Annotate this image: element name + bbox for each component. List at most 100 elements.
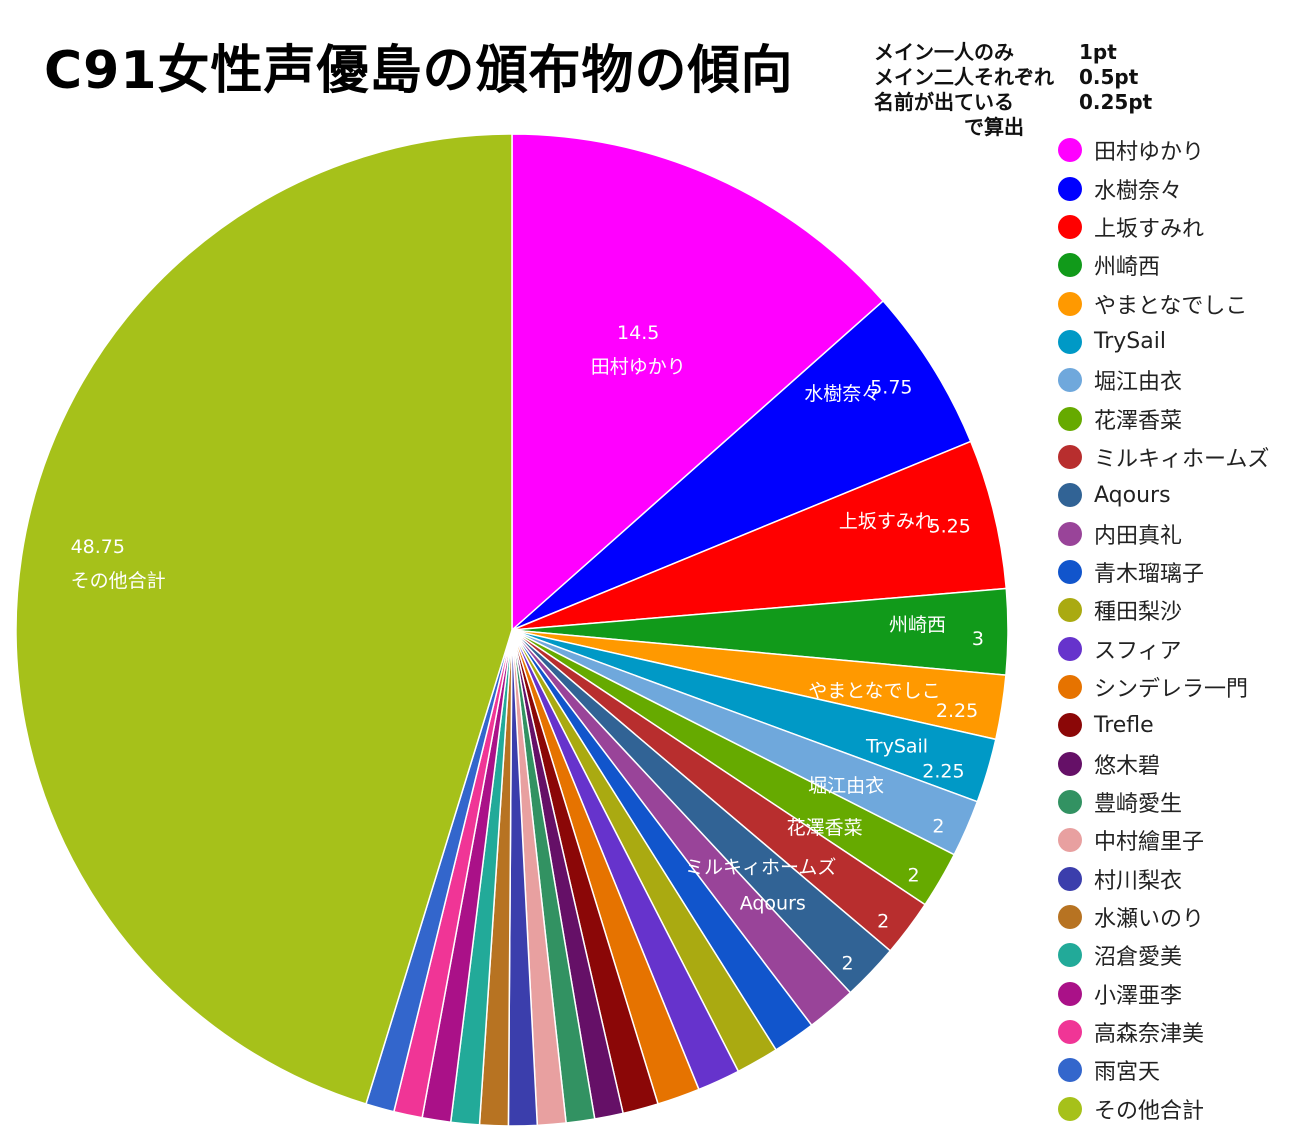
note-row: 名前が出ている 0.25pt xyxy=(874,90,1164,115)
legend-item: 高森奈津美 xyxy=(1058,1013,1298,1051)
note-tail: で算出 xyxy=(964,115,1024,139)
legend-swatch xyxy=(1058,1058,1082,1083)
legend-label: Trefle xyxy=(1094,712,1154,738)
legend-swatch xyxy=(1058,559,1082,584)
legend-item: シンデレラ一門 xyxy=(1058,668,1298,706)
legend-label: 村川梨衣 xyxy=(1094,868,1183,894)
slice-label: 田村ゆかり xyxy=(591,356,686,378)
legend-item: 水樹奈々 xyxy=(1058,169,1298,207)
legend-label: 青木瑠璃子 xyxy=(1094,561,1205,587)
legend-swatch xyxy=(1058,751,1082,776)
legend-label: 雨宮天 xyxy=(1094,1060,1161,1086)
slice-label: その他合計 xyxy=(71,570,166,592)
legend-item: その他合計 xyxy=(1058,1090,1298,1128)
legend-label: 水瀬いのり xyxy=(1094,907,1205,933)
note-label: メイン一人のみ xyxy=(874,40,1014,64)
slice-label: 3 xyxy=(972,628,984,650)
scoring-note: メイン一人のみ 1pt メイン二人それぞれ 0.5pt 名前が出ている 0.25pt で算出 xyxy=(874,40,1164,140)
legend-swatch xyxy=(1058,674,1082,699)
note-label: 名前が出ている xyxy=(874,90,1014,114)
legend-item: Aqours xyxy=(1058,476,1298,514)
legend-item: ミルキィホームズ xyxy=(1058,438,1298,476)
pie-slice xyxy=(15,133,513,1105)
legend-swatch xyxy=(1058,828,1082,853)
slice-label: 堀江由衣 xyxy=(808,775,884,797)
legend-item: 州崎西 xyxy=(1058,246,1298,284)
slice-label: Aqours xyxy=(740,893,806,915)
slice-label: 48.75 xyxy=(71,536,125,558)
legend-label: 悠木碧 xyxy=(1094,753,1161,779)
legend-label: 小澤亜李 xyxy=(1094,983,1183,1009)
slice-label: TrySail xyxy=(865,736,928,758)
legend-swatch xyxy=(1058,444,1082,469)
legend-item: やまとなでしこ xyxy=(1058,284,1298,322)
slice-label: 花澤香菜 xyxy=(787,817,863,839)
legend-label: やまとなでしこ xyxy=(1094,293,1248,319)
legend-label: 堀江由衣 xyxy=(1094,370,1183,396)
slice-label: 2 xyxy=(842,952,854,974)
legend-swatch xyxy=(1058,214,1082,239)
legend-item: 上坂すみれ xyxy=(1058,208,1298,246)
legend-swatch xyxy=(1058,368,1082,393)
legend-label: その他合計 xyxy=(1094,1098,1205,1124)
slice-label: ミルキィホームズ xyxy=(685,857,836,879)
legend-item: 堀江由衣 xyxy=(1058,361,1298,399)
legend-label: 豊崎愛生 xyxy=(1094,792,1183,818)
slice-label: 5.75 xyxy=(870,377,912,399)
slice-label: 上坂すみれ xyxy=(839,511,934,533)
legend-swatch xyxy=(1058,1020,1082,1045)
legend-label: 中村繪里子 xyxy=(1094,830,1205,856)
legend-item: 村川梨衣 xyxy=(1058,860,1298,898)
legend-item: 小澤亜李 xyxy=(1058,975,1298,1013)
legend-item: TrySail xyxy=(1058,323,1298,361)
legend-swatch xyxy=(1058,1096,1082,1121)
legend-swatch xyxy=(1058,406,1082,431)
legend-swatch xyxy=(1058,905,1082,930)
legend-item: 沼倉愛美 xyxy=(1058,936,1298,974)
note-row: メイン一人のみ 1pt xyxy=(874,40,1164,65)
note-value: 0.5pt xyxy=(1079,65,1139,89)
legend-label: スフィア xyxy=(1094,638,1182,664)
legend-swatch xyxy=(1058,483,1082,508)
note-value: 1pt xyxy=(1079,40,1117,64)
legend-label: 水樹奈々 xyxy=(1094,178,1183,204)
legend-item: 雨宮天 xyxy=(1058,1051,1298,1089)
slice-label: 水樹奈々 xyxy=(804,383,880,405)
legend-label: 種田梨沙 xyxy=(1094,600,1183,626)
pie-chart: 14.5田村ゆかり5.75水樹奈々5.25上坂すみれ3州崎西2.25やまとなでし… xyxy=(15,133,1009,1127)
legend-swatch xyxy=(1058,598,1082,623)
legend-swatch xyxy=(1058,866,1082,891)
slice-label: 2.25 xyxy=(922,761,964,783)
note-label: メイン二人それぞれ xyxy=(874,65,1054,89)
legend-label: TrySail xyxy=(1094,329,1166,355)
legend-label: シンデレラ一門 xyxy=(1094,676,1249,702)
slice-label: 2 xyxy=(932,815,944,837)
legend-label: 沼倉愛美 xyxy=(1094,945,1183,971)
slice-label: 5.25 xyxy=(928,516,970,538)
legend: 田村ゆかり水樹奈々上坂すみれ 州崎西やまとなでしこ TrySail 堀江由衣花澤香菜ミ… xyxy=(1058,131,1298,1128)
legend-label: 花澤香菜 xyxy=(1094,408,1183,434)
legend-item: 種田梨沙 xyxy=(1058,591,1298,629)
legend-item: Trefle xyxy=(1058,706,1298,744)
legend-swatch xyxy=(1058,713,1082,738)
legend-label: ミルキィホームズ xyxy=(1094,446,1270,472)
legend-label: 高森奈津美 xyxy=(1094,1022,1205,1048)
legend-item: 豊崎愛生 xyxy=(1058,783,1298,821)
legend-swatch xyxy=(1058,981,1082,1006)
pie-slice xyxy=(511,299,972,631)
legend-item: 花澤香菜 xyxy=(1058,399,1298,437)
legend-item: 悠木碧 xyxy=(1058,745,1298,783)
legend-item: スフィア xyxy=(1058,629,1298,667)
note-row: メイン二人それぞれ 0.5pt xyxy=(874,65,1164,90)
chart-title: C91女性声優島の頒布物の傾向 xyxy=(44,41,794,101)
legend-swatch xyxy=(1058,176,1082,201)
legend-label: 内田真礼 xyxy=(1094,523,1183,549)
legend-swatch xyxy=(1058,291,1082,316)
legend-item: 内田真礼 xyxy=(1058,514,1298,552)
slice-label: やまとなでしこ xyxy=(808,680,940,702)
slice-label: 2 xyxy=(908,865,920,887)
legend-item: 青木瑠璃子 xyxy=(1058,553,1298,591)
slice-label: 州崎西 xyxy=(889,614,946,636)
legend-item: 田村ゆかり xyxy=(1058,131,1298,169)
legend-swatch xyxy=(1058,329,1082,354)
